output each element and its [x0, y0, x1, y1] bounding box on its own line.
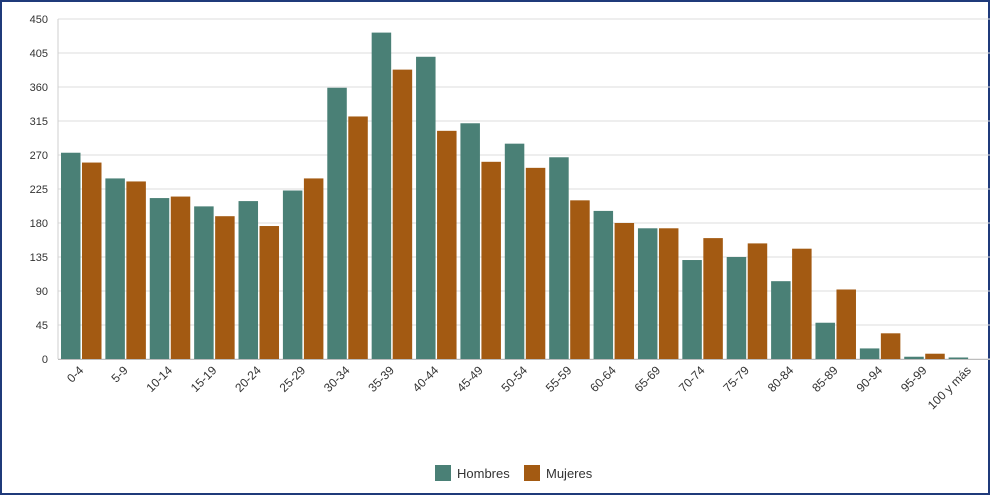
- x-tick-label: 10-14: [143, 363, 175, 395]
- y-tick-label: 180: [30, 218, 48, 230]
- x-tick-label: 55-59: [543, 363, 575, 395]
- x-tick-label: 25-29: [277, 363, 309, 395]
- y-axis: 0 45 90 135 180 225 270 315 360 405 450: [30, 14, 59, 366]
- x-tick-label: 30-34: [321, 363, 353, 395]
- x-tick-label: 15-19: [188, 363, 220, 395]
- bar-mujeres[interactable]: [792, 248, 812, 359]
- bar-hombres[interactable]: [105, 178, 125, 359]
- bar-mujeres[interactable]: [437, 130, 457, 359]
- bar-hombres[interactable]: [815, 322, 835, 359]
- bar-mujeres[interactable]: [348, 116, 368, 359]
- x-tick-label: 75-79: [720, 363, 752, 395]
- y-tick-label: 45: [36, 320, 48, 332]
- bar-hombres[interactable]: [904, 356, 924, 359]
- bar-mujeres[interactable]: [570, 200, 590, 359]
- x-tick-label: 70-74: [676, 363, 708, 395]
- y-tick-label: 450: [30, 14, 48, 26]
- x-tick-label: 85-89: [809, 363, 841, 395]
- bar-mujeres[interactable]: [82, 162, 102, 359]
- x-axis: 0-4 5-9 10-14 15-19 20-24 25-29 30-34 35-39 40-4…: [64, 363, 974, 412]
- bar-mujeres[interactable]: [392, 69, 413, 359]
- bar-hombres[interactable]: [327, 87, 347, 359]
- bar-hombres[interactable]: [460, 123, 480, 360]
- bar-hombres[interactable]: [416, 56, 436, 360]
- bar-mujeres[interactable]: [259, 226, 280, 359]
- bar-hombres[interactable]: [371, 32, 392, 359]
- bar-hombres[interactable]: [637, 228, 658, 359]
- bar-hombres[interactable]: [948, 357, 969, 359]
- bar-hombres[interactable]: [593, 210, 614, 359]
- x-tick-label: 50-54: [499, 363, 531, 395]
- bar-mujeres[interactable]: [925, 353, 945, 359]
- y-tick-label: 90: [36, 286, 48, 298]
- y-tick-label: 270: [30, 150, 48, 162]
- bar-mujeres[interactable]: [215, 216, 235, 359]
- bar-hombres[interactable]: [771, 281, 791, 359]
- x-tick-label: 20-24: [232, 363, 264, 395]
- bar-mujeres[interactable]: [703, 238, 723, 359]
- bar-hombres[interactable]: [238, 201, 259, 359]
- bar-mujeres[interactable]: [481, 161, 501, 359]
- bar-hombres[interactable]: [282, 190, 303, 359]
- bar-mujeres[interactable]: [126, 181, 146, 359]
- bar-mujeres[interactable]: [836, 289, 856, 359]
- legend-label-hombres[interactable]: Hombres: [457, 466, 510, 481]
- x-tick-label: 80-84: [765, 363, 797, 395]
- y-tick-label: 225: [30, 184, 48, 196]
- y-tick-label: 360: [30, 82, 48, 94]
- legend-label-mujeres[interactable]: Mujeres: [546, 466, 593, 481]
- bar-hombres[interactable]: [194, 206, 214, 359]
- legend-swatch-hombres: [435, 465, 451, 481]
- bar-mujeres[interactable]: [614, 223, 635, 359]
- x-tick-label: 35-39: [365, 363, 397, 395]
- bar-hombres[interactable]: [859, 348, 880, 359]
- y-tick-label: 0: [42, 354, 48, 366]
- legend-swatch-mujeres: [524, 465, 540, 481]
- x-tick-label: 40-44: [410, 363, 442, 395]
- x-tick-label: 65-69: [632, 363, 664, 395]
- bar-hombres[interactable]: [549, 157, 569, 359]
- bar-mujeres[interactable]: [525, 167, 546, 359]
- x-tick-label: 60-64: [587, 363, 619, 395]
- bar-hombres[interactable]: [682, 260, 702, 359]
- legend: Hombres Mujeres: [435, 465, 593, 481]
- x-tick-label: 95-99: [898, 363, 930, 395]
- x-tick-label: 0-4: [64, 363, 86, 385]
- bar-hombres[interactable]: [504, 143, 525, 359]
- bar-mujeres[interactable]: [658, 228, 679, 359]
- y-tick-label: 135: [30, 252, 48, 264]
- y-tick-label: 315: [30, 116, 48, 128]
- bars: [61, 32, 969, 360]
- bar-hombres[interactable]: [149, 198, 170, 359]
- bar-mujeres[interactable]: [303, 178, 324, 359]
- x-tick-label: 5-9: [109, 363, 131, 385]
- y-tick-label: 405: [30, 48, 48, 60]
- x-tick-label: 100 y más: [925, 363, 974, 412]
- bar-mujeres[interactable]: [747, 243, 768, 359]
- bar-hombres[interactable]: [726, 257, 747, 359]
- x-tick-label: 90-94: [854, 363, 886, 395]
- x-tick-label: 45-49: [454, 363, 486, 395]
- bar-hombres[interactable]: [61, 152, 81, 359]
- bar-mujeres[interactable]: [880, 333, 901, 359]
- bar-mujeres[interactable]: [170, 196, 191, 359]
